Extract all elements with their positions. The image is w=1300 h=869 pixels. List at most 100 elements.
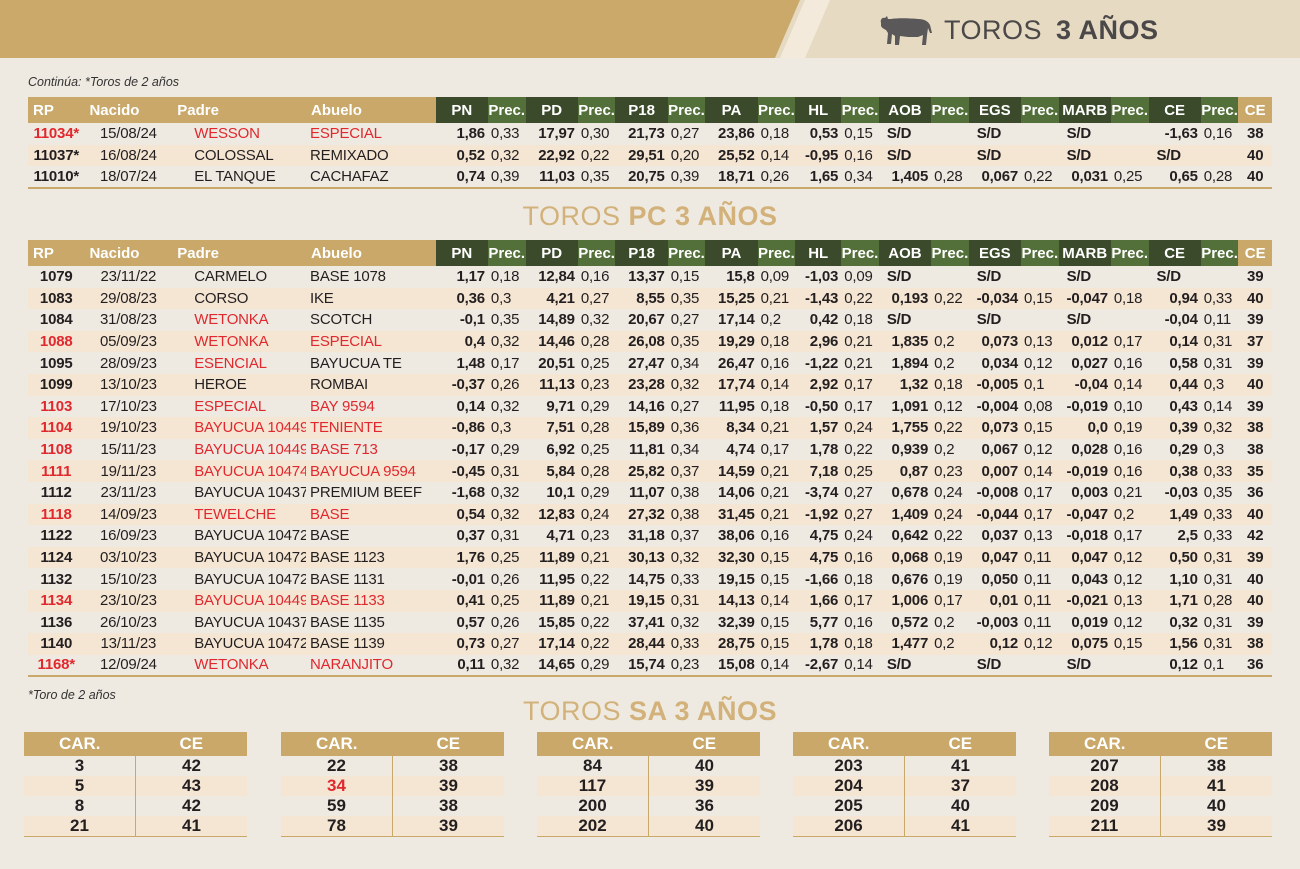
abuelo-cell: BASE 1133 — [306, 589, 436, 612]
value-cell-pn: -0,37 — [435, 373, 488, 396]
value-cell-prec: 0,10 — [1113, 397, 1143, 415]
value-cell-pd: 4,21 — [525, 287, 578, 310]
value-cell-ce: 40 — [1247, 570, 1264, 588]
value-cell-marb: -0,047 — [1058, 287, 1111, 310]
value-cell-prec: 0,16 — [844, 613, 873, 631]
value-cell-ce: 0,29 — [1169, 441, 1198, 459]
value-cell-pa: 31,45 — [705, 503, 758, 526]
padre-cell: BAYUCUA 10474 — [172, 460, 307, 482]
value-cell-marb: 0,031 — [1058, 166, 1111, 189]
value-cell-prec — [1111, 309, 1149, 331]
value-cell-pd: 11,89 — [525, 546, 578, 569]
value-cell-prec: 0,33 — [490, 125, 520, 143]
value-cell-pn: 0,74 — [435, 166, 488, 189]
value-cell-pa: 15,8 — [726, 268, 755, 286]
sa-ce-cell: 41 — [904, 816, 1016, 837]
column-header-pn-4: PN — [435, 240, 488, 266]
value-cell-prec: 0,2 — [1110, 503, 1149, 526]
abuelo-cell: BASE 1135 — [310, 613, 385, 631]
value-cell-ce: 1,49 — [1148, 503, 1201, 526]
value-cell-ce: 40 — [1238, 144, 1272, 167]
rp-cell: 11034* — [33, 125, 79, 143]
value-cell-pa: 32,39 — [718, 613, 755, 631]
nacido-cell: 31/08/23 — [99, 311, 157, 329]
table-row: 1079 23/11/22 CARMELO BASE 1078 1,17 0,18 12,8… — [28, 266, 1272, 288]
value-cell-prec: 0,31 — [490, 527, 520, 545]
sa-table-3: CAR. CE 84 40 117 39 200 36 202 40 — [537, 732, 760, 837]
sa-car-cell: 21 — [24, 816, 136, 837]
sa-row: 209 40 — [1049, 796, 1272, 816]
value-cell-prec: 0,34 — [670, 354, 700, 372]
rp-cell: 1168* — [28, 654, 85, 678]
value-cell-p18: 23,28 — [615, 373, 668, 396]
rp-cell: 1083 — [28, 287, 85, 310]
padre-cell: WESSON — [194, 125, 260, 143]
value-cell-prec: 0,18 — [1110, 287, 1149, 310]
value-cell-aob: 1,409 — [878, 503, 932, 526]
value-cell-prec: 0,26 — [757, 166, 796, 189]
column-header-pa-10: PA — [705, 97, 758, 123]
column-header-prec-5: Prec. — [487, 97, 526, 123]
column-header-nacido-1: Nacido — [84, 97, 173, 123]
column-header-pa-10: PA — [705, 240, 758, 266]
page-title-b: 3 AÑOS — [1056, 14, 1159, 45]
value-cell-prec: 0,15 — [670, 268, 700, 286]
column-header-hl-12: HL — [795, 97, 842, 123]
value-cell-prec: 0,21 — [757, 503, 796, 526]
table-row: 1122 16/09/23 BAYUCUA 10472 BASE 0,37 0,31 4,7… — [28, 525, 1272, 547]
value-cell-prec: 0,22 — [934, 527, 963, 545]
value-cell-prec: 0,28 — [1200, 589, 1239, 612]
table-row: 1095 28/09/23 ESENCIAL BAYUCUA TE 1,48 0,17 20… — [28, 352, 1272, 374]
value-cell-prec: 0,28 — [931, 166, 969, 189]
value-cell-p18: 8,55 — [615, 287, 668, 310]
table-row: 1112 23/11/23 BAYUCUA 10437 PREMIUM BEEF -1,… — [28, 482, 1272, 504]
column-header-prec-9: Prec. — [667, 97, 706, 123]
value-cell-aob: 1,405 — [878, 166, 932, 189]
value-cell-egs: 0,007 — [968, 460, 1021, 482]
value-cell-ce: 39 — [1247, 268, 1264, 286]
sa-row: 207 38 — [1049, 756, 1272, 776]
abuelo-cell: REMIXADO — [306, 144, 436, 167]
value-cell-marb: -0,047 — [1058, 503, 1111, 526]
value-cell-prec: 0,22 — [1020, 166, 1059, 189]
table-row: 11034* 15/08/24 WESSON ESPECIAL 1,86 0,33 17,9… — [28, 123, 1272, 145]
value-cell-aob: 0,068 — [878, 546, 932, 569]
value-cell-prec: 0,13 — [1023, 527, 1053, 545]
value-cell-pd: 14,89 — [538, 311, 575, 329]
value-cell-pa: 32,30 — [705, 546, 758, 569]
column-header-aob-14: AOB — [878, 240, 932, 266]
sa-ce-cell: 40 — [1207, 796, 1226, 815]
value-cell-ce: 38 — [1238, 417, 1272, 439]
value-cell-prec: 0,27 — [670, 311, 700, 329]
bull-icon — [880, 16, 932, 45]
value-cell-pa: 18,71 — [705, 166, 758, 189]
value-cell-prec: 0,25 — [580, 441, 610, 459]
banner-tan-shape — [0, 0, 800, 58]
value-cell-pa: 38,06 — [718, 527, 755, 545]
value-cell-prec: 0,17 — [490, 354, 520, 372]
value-cell-ce: -1,63 — [1164, 125, 1198, 143]
rp-cell: 1122 — [40, 527, 73, 545]
section-title-pc: TOROS PC 3 AÑOS — [0, 201, 1300, 232]
value-cell-prec: 0,18 — [844, 570, 873, 588]
value-cell-prec: 0,17 — [1113, 527, 1143, 545]
value-cell-prec: 0,17 — [1110, 330, 1149, 353]
value-cell-prec: 0,37 — [667, 460, 706, 482]
table-row: 1136 26/10/23 BAYUCUA 10437 BASE 1135 0,57 0,… — [28, 612, 1272, 634]
section-title-sa: TOROS SA 3 AÑOS — [0, 696, 1300, 727]
column-header-prec-11: Prec. — [757, 240, 796, 266]
value-cell-prec: 0,12 — [934, 397, 963, 415]
value-cell-prec: 0,29 — [580, 397, 610, 415]
value-cell-egs: 0,047 — [968, 546, 1021, 569]
value-cell-prec: 0,32 — [667, 546, 706, 569]
value-cell-prec: 0,27 — [487, 633, 526, 655]
value-cell-hl: -1,22 — [805, 354, 839, 372]
sa-car-cell: 206 — [793, 816, 905, 837]
value-cell-prec: 0,21 — [757, 417, 796, 439]
table-row: 11037* 16/08/24 COLOSSAL REMIXADO 0,52 0,32 22… — [28, 144, 1272, 167]
abuelo-cell: BAY 9594 — [310, 397, 375, 415]
column-header-padre-2: Padre — [172, 240, 307, 266]
value-cell-p18: 26,08 — [615, 330, 668, 353]
value-cell-prec: 0,32 — [667, 373, 706, 396]
sa-header-car: CAR. — [537, 732, 649, 756]
